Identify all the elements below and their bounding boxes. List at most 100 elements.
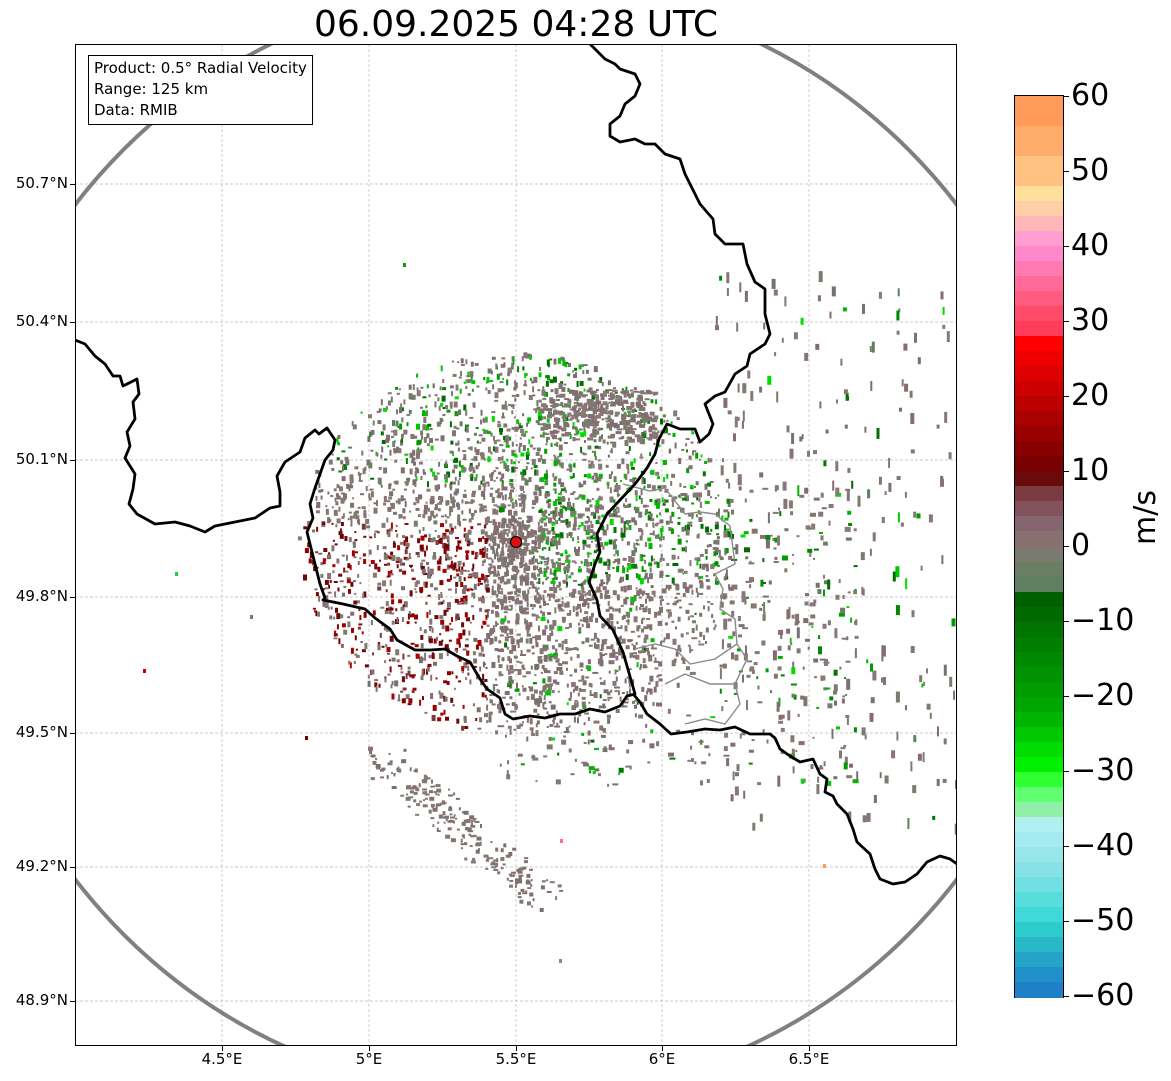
- echo-pixel: [403, 540, 406, 546]
- echo-pixel: [475, 449, 480, 456]
- echo-pixel: [588, 589, 592, 596]
- echo-pixel: [499, 578, 503, 584]
- echo-pixel: [646, 618, 651, 620]
- echo-pixel: [540, 561, 543, 565]
- echo-pixel: [547, 364, 550, 368]
- echo-pixel: [563, 383, 567, 386]
- echo-pixel: [474, 362, 479, 366]
- echo-pixel: [484, 638, 489, 643]
- echo-pixel: [802, 666, 805, 670]
- echo-pixel: [514, 531, 517, 538]
- echo-pixel: [601, 654, 605, 656]
- echo-pixel: [507, 760, 510, 765]
- echo-pixel: [573, 716, 576, 723]
- echo-pixel: [466, 588, 470, 592]
- echo-pixel: [496, 704, 501, 709]
- echo-pixel: [661, 588, 667, 594]
- echo-pixel: [483, 509, 488, 512]
- echo-pixel: [324, 579, 329, 585]
- echo-pixel: [518, 494, 522, 497]
- echo-pixel: [697, 576, 701, 580]
- echo-pixel: [639, 405, 644, 409]
- echo-pixel: [448, 565, 452, 568]
- echo-pixel: [452, 564, 456, 571]
- echo-pixel: [540, 535, 545, 541]
- echo-pixel: [498, 689, 501, 694]
- echo-pixel: [558, 588, 562, 591]
- echo-pixel: [403, 399, 406, 405]
- echo-pixel: [870, 381, 873, 391]
- echo-pixel: [465, 424, 470, 427]
- echo-pixel: [535, 723, 538, 728]
- echo-pixel: [434, 504, 438, 509]
- echo-pixel: [516, 682, 518, 689]
- echo-pixel: [380, 399, 383, 406]
- echo-pixel: [572, 473, 575, 479]
- echo-pixel: [546, 670, 551, 674]
- echo-pixel: [677, 507, 682, 510]
- echo-pixel: [725, 573, 728, 577]
- lat-tick-mark: [70, 460, 75, 461]
- echo-pixel: [823, 460, 827, 467]
- echo-pixel: [598, 705, 602, 709]
- echo-pixel: [539, 519, 542, 522]
- echo-pixel: [542, 598, 545, 603]
- echo-pixel: [565, 727, 569, 732]
- echo-pixel: [745, 580, 752, 583]
- echo-pixel: [784, 296, 787, 307]
- echo-pixel: [466, 551, 468, 558]
- echo-pixel: [553, 460, 558, 467]
- echo-pixel: [554, 539, 557, 546]
- echo-pixel: [586, 567, 589, 573]
- echo-pixel: [517, 529, 520, 536]
- echo-pixel: [549, 624, 553, 631]
- echo-pixel: [525, 465, 528, 470]
- echo-pixel: [402, 653, 405, 660]
- echo-pixel: [553, 358, 557, 365]
- echo-pixel: [555, 896, 558, 901]
- echo-pixel: [480, 409, 483, 416]
- colorbar-segment: [1015, 216, 1063, 232]
- echo-pixel: [654, 534, 659, 539]
- echo-pixel: [484, 584, 489, 591]
- echo-pixel: [813, 557, 815, 560]
- echo-pixel: [507, 367, 512, 374]
- echo-pixel: [431, 715, 436, 721]
- radar-map[interactable]: [75, 44, 957, 1046]
- echo-pixel: [457, 502, 460, 508]
- echo-pixel: [490, 432, 493, 437]
- echo-pixel: [588, 403, 594, 408]
- echo-pixel: [613, 540, 616, 546]
- colorbar-label: 60: [1071, 78, 1110, 113]
- echo-pixel: [460, 847, 463, 850]
- echo-pixel: [384, 676, 387, 679]
- echo-pixel: [482, 620, 487, 625]
- echo-pixel: [407, 785, 411, 789]
- echo-pixel: [402, 508, 406, 514]
- echo-pixel: [710, 528, 713, 532]
- echo-pixel: [650, 729, 654, 734]
- echo-pixel: [592, 602, 597, 605]
- echo-pixel: [741, 730, 746, 736]
- echo-pixel: [637, 635, 641, 638]
- echo-pixel: [453, 491, 458, 496]
- echo-pixel: [741, 591, 746, 603]
- echo-pixel: [523, 563, 528, 568]
- echo-pixel: [470, 860, 476, 864]
- echo-pixel: [578, 546, 580, 552]
- echo-pixel: [688, 603, 693, 606]
- echo-pixel: [517, 870, 523, 874]
- echo-pixel: [591, 612, 594, 617]
- echo-pixel: [404, 430, 408, 433]
- echo-pixel: [456, 828, 460, 831]
- echo-pixel: [391, 681, 394, 686]
- echo-pixel: [538, 399, 542, 403]
- echo-pixel: [436, 636, 438, 641]
- echo-pixel: [382, 424, 386, 431]
- echo-pixel: [721, 611, 726, 615]
- echo-pixel: [564, 433, 570, 437]
- echo-pixel: [346, 483, 350, 489]
- echo-pixel: [602, 699, 607, 701]
- echo-pixel: [533, 565, 536, 571]
- echo-pixel: [454, 649, 458, 652]
